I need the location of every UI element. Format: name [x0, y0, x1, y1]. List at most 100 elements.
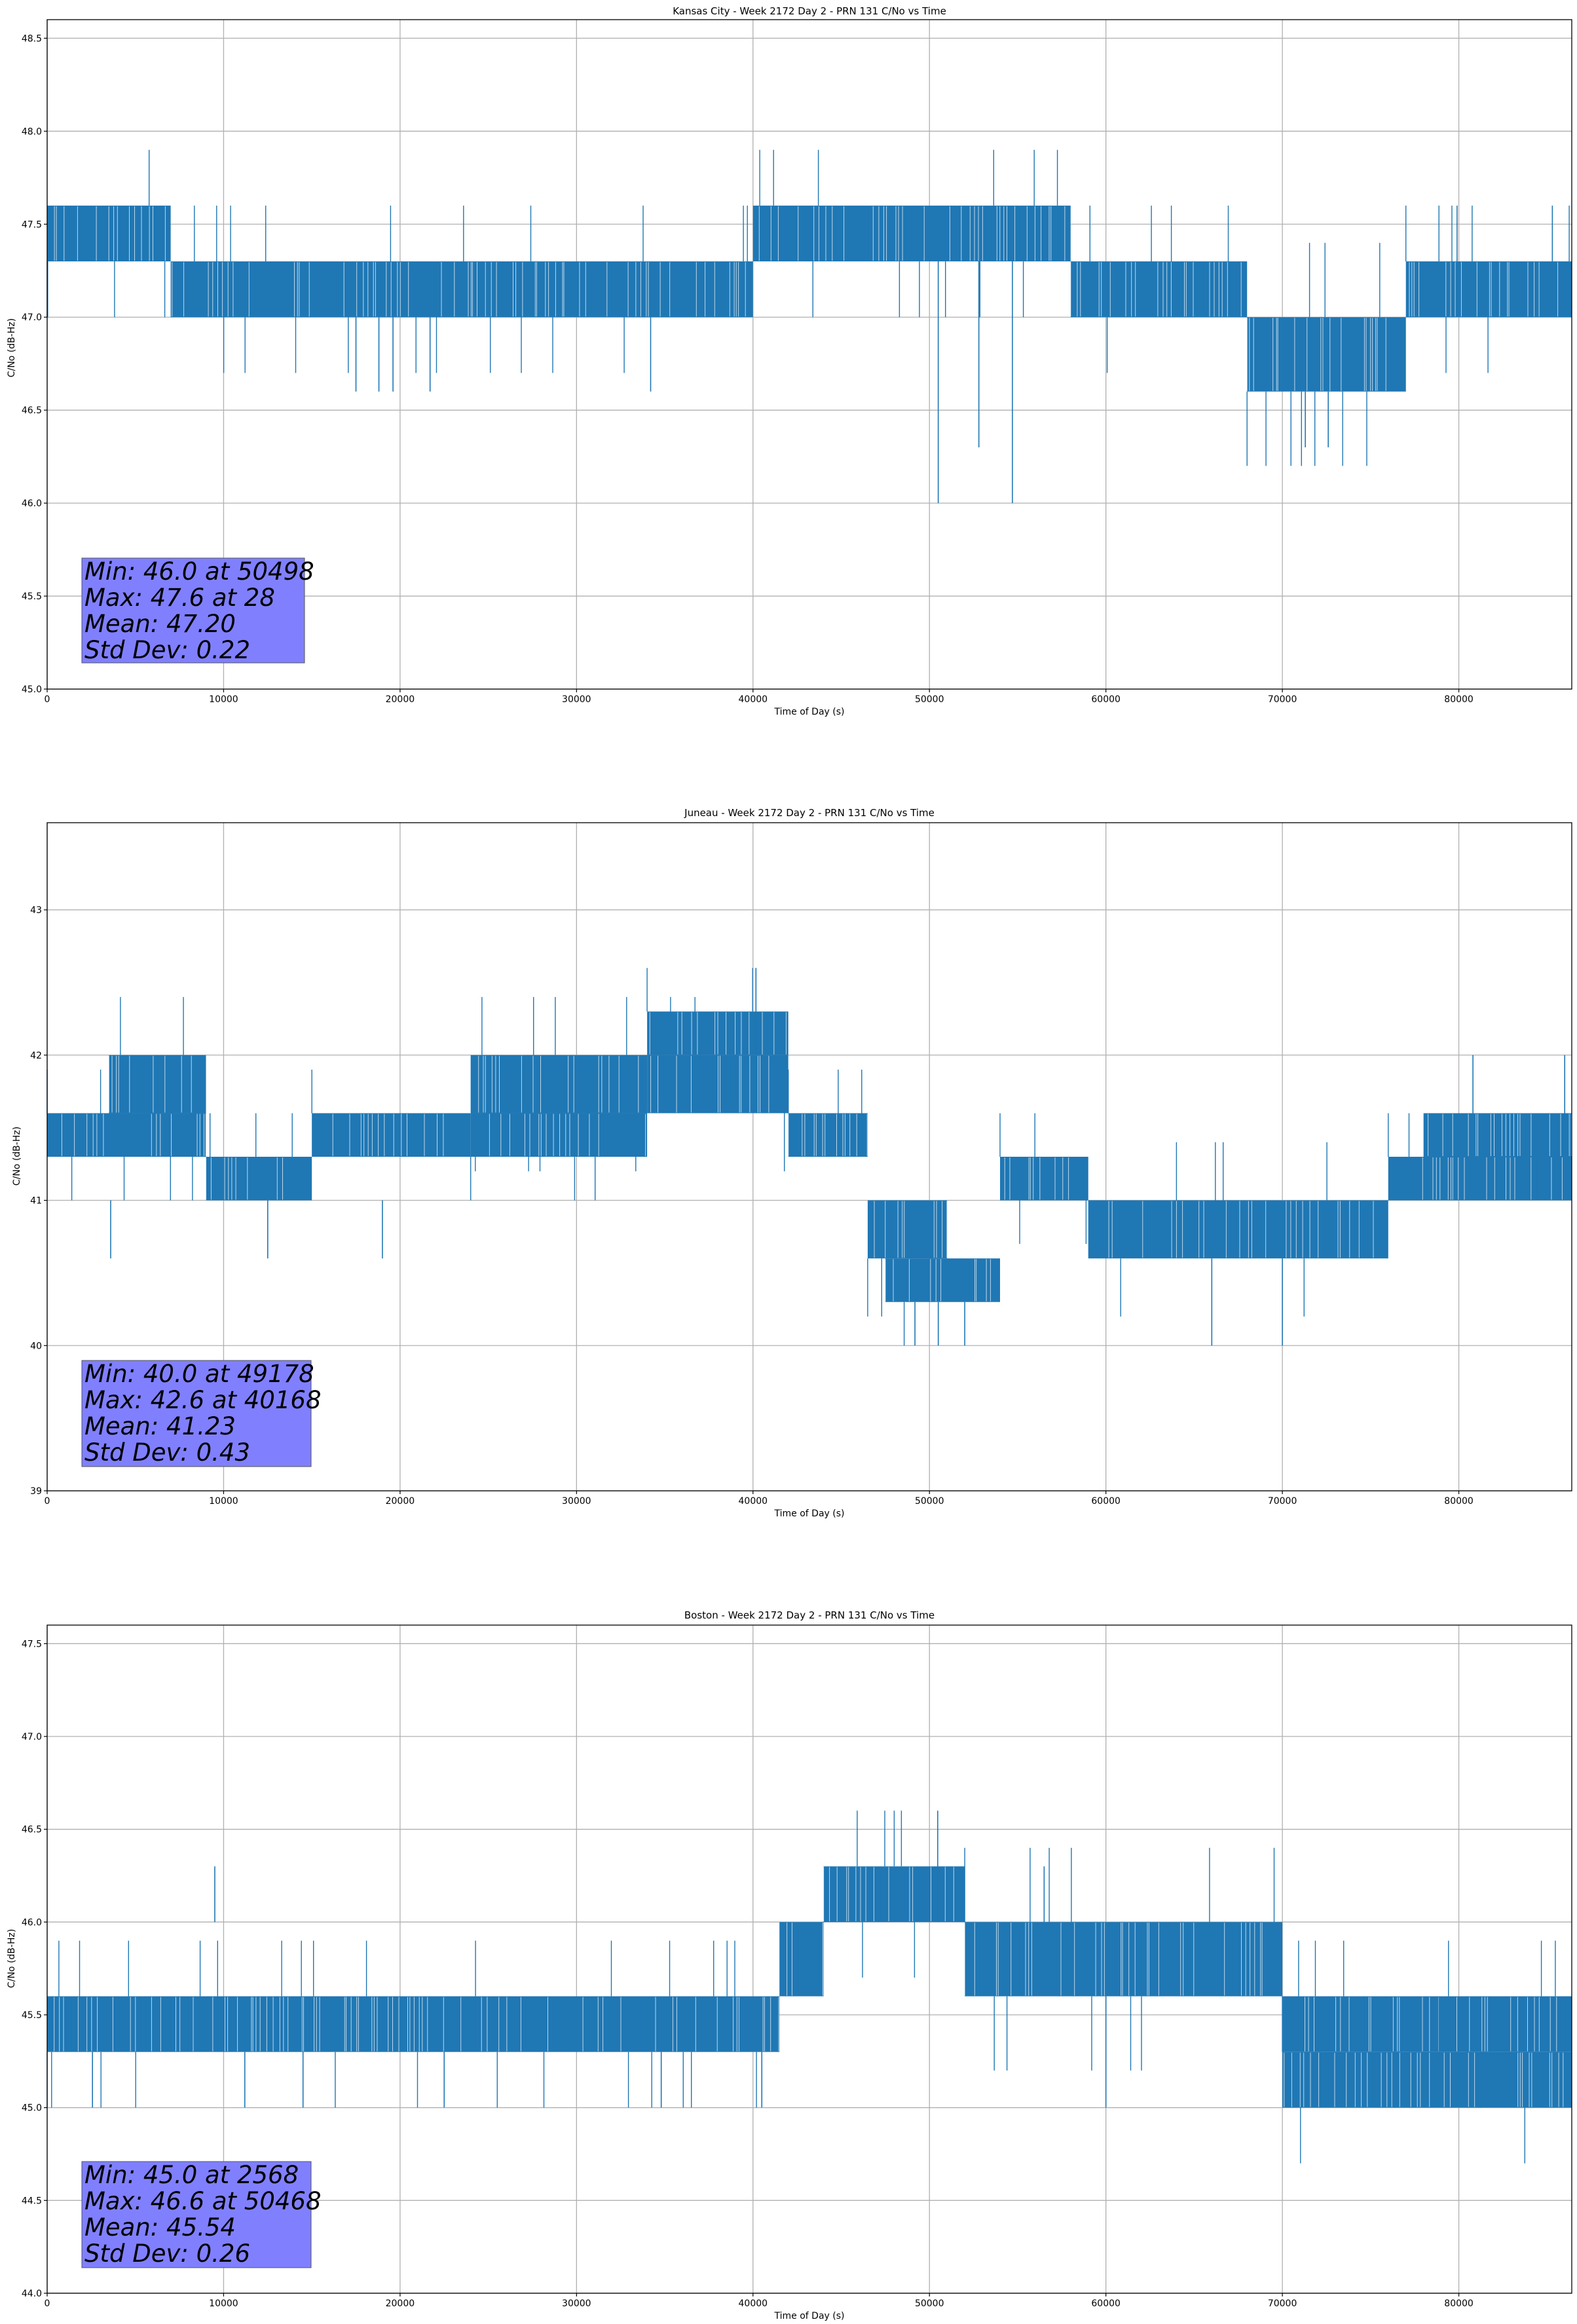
series-band-gaps	[874, 1201, 948, 1258]
series-excursions	[646, 967, 753, 1099]
series-band	[1282, 1996, 1572, 2052]
stats-min: Min: 46.0 at 50498	[84, 557, 314, 586]
y-axis-label: C/No (dB-Hz)	[7, 1929, 17, 1988]
chart-title: Kansas City - Week 2172 Day 2 - PRN 131 …	[673, 5, 946, 17]
series-band	[965, 1922, 1283, 1996]
x-axis-label: Time of Day (s)	[774, 2311, 845, 2321]
series-band-gaps	[1422, 1157, 1563, 1200]
stats-max: Max: 46.6 at 50468	[84, 2187, 322, 2215]
series-excursions	[1282, 1996, 1566, 2164]
stats-std-dev: Std Dev: 0.26	[84, 2240, 250, 2268]
y-tick-label: 46.0	[22, 1917, 42, 1928]
plot-frame	[46, 1624, 1572, 2294]
series-band-gaps	[788, 1114, 868, 1156]
stats-box: Min: 40.0 at 49178 Max: 42.6 at 40168 Me…	[81, 1360, 322, 1467]
y-tick-label: 48.5	[22, 33, 42, 44]
series-band-gaps	[1409, 262, 1559, 317]
x-tick-label: 80000	[1444, 1496, 1474, 1507]
series-band	[1176, 1200, 1388, 1259]
x-tick-label: 70000	[1268, 2298, 1297, 2309]
series-excursions	[1089, 205, 1229, 373]
series-band-gaps	[108, 1055, 192, 1113]
y-tick-label: 44.0	[22, 2289, 42, 2299]
series-band	[109, 1055, 206, 1114]
series-band-gaps	[1108, 1201, 1172, 1258]
series-band-gaps	[787, 1922, 823, 1996]
stats-box: Min: 45.0 at 2568 Max: 46.6 at 50468 Mea…	[81, 2161, 322, 2268]
series-band	[823, 1866, 965, 1922]
x-tick-label: 20000	[386, 2298, 415, 2309]
x-tick-label: 0	[45, 2298, 50, 2309]
series-band-gaps	[478, 1055, 639, 1113]
series-band	[470, 1113, 648, 1157]
series-band-gaps	[1246, 318, 1386, 391]
y-tick-label: 45.0	[22, 684, 42, 695]
series-band	[647, 1055, 788, 1114]
y-tick-label: 47.0	[22, 1732, 42, 1742]
stats-mean: Mean: 45.54	[84, 2213, 236, 2241]
series-band-gaps	[1070, 262, 1242, 317]
x-tick-label: 80000	[1444, 694, 1474, 705]
x-tick-label: 30000	[562, 2298, 591, 2309]
series-band-gaps	[489, 1114, 646, 1156]
plot-frame	[46, 19, 1572, 690]
series-band	[752, 205, 1071, 262]
series-band-gaps	[758, 206, 1066, 261]
series-excursions	[999, 1113, 1087, 1244]
plot-frame	[46, 822, 1572, 1491]
chart-title: Juneau - Week 2172 Day 2 - PRN 131 C/No …	[684, 807, 935, 819]
series-excursions	[194, 205, 748, 373]
series-band-gaps	[1284, 2052, 1564, 2107]
series-excursions	[1388, 1113, 1529, 1157]
series-band-gaps	[885, 1259, 991, 1302]
y-tick-label: 39	[30, 1486, 42, 1497]
y-axis-label: C/No (dB-Hz)	[12, 1127, 22, 1186]
series-band-gaps	[823, 1867, 954, 1922]
tick-labels: 0 10000 20000 30000 40000 50000 60000 70000 8000…	[30, 905, 1474, 1507]
kansas-city-chart: Kansas City - Week 2172 Day 2 - PRN 131 …	[7, 5, 1572, 717]
y-tick-label: 42	[30, 1051, 42, 1061]
x-tick-label: 50000	[915, 1496, 944, 1507]
series-band-gaps	[332, 1114, 444, 1156]
stats-mean: Mean: 47.20	[84, 610, 236, 638]
x-tick-label: 50000	[915, 2298, 944, 2309]
series-band-gaps	[650, 1055, 770, 1113]
y-tick-label: 46.0	[22, 498, 42, 509]
y-tick-label: 46.5	[22, 1825, 42, 1835]
stats-mean: Mean: 41.23	[84, 1412, 236, 1440]
y-tick-label: 44.5	[22, 2196, 42, 2206]
series-band-gaps	[54, 206, 166, 261]
series-cno	[46, 1810, 1572, 2164]
stats-box-background	[81, 2161, 312, 2268]
x-tick-label: 70000	[1268, 1496, 1297, 1507]
series-band	[1423, 1113, 1572, 1157]
series-band	[1405, 261, 1572, 318]
series-excursions	[759, 149, 1058, 318]
series-band	[1070, 261, 1248, 318]
x-tick-label: 60000	[1091, 694, 1121, 705]
x-tick-label: 30000	[562, 1496, 591, 1507]
series-excursions	[964, 1848, 1275, 2071]
x-tick-label: 40000	[739, 1496, 768, 1507]
x-tick-label: 20000	[386, 694, 415, 705]
stats-max: Max: 47.6 at 28	[84, 584, 275, 612]
y-tick-label: 40	[30, 1341, 42, 1351]
series-band	[1088, 1200, 1177, 1259]
stats-box: Min: 46.0 at 50498 Max: 47.6 at 28 Mean:…	[81, 557, 314, 664]
x-tick-label: 20000	[386, 1496, 415, 1507]
series-excursions	[1246, 242, 1381, 466]
series-band-gaps	[1004, 1157, 1069, 1200]
y-tick-label: 47.5	[22, 219, 42, 230]
x-axis-label: Time of Day (s)	[774, 1509, 845, 1519]
x-tick-label: 10000	[209, 694, 238, 705]
stats-min: Min: 45.0 at 2568	[84, 2161, 299, 2189]
series-excursions	[1176, 1142, 1327, 1317]
series-excursions	[210, 1113, 293, 1157]
x-tick-label: 10000	[209, 2298, 238, 2309]
y-tick-label: 47.0	[22, 312, 42, 323]
stats-max: Max: 42.6 at 40168	[84, 1386, 322, 1414]
x-axis-label: Time of Day (s)	[774, 707, 845, 717]
series-band	[1282, 2052, 1572, 2108]
series-band	[170, 261, 753, 318]
